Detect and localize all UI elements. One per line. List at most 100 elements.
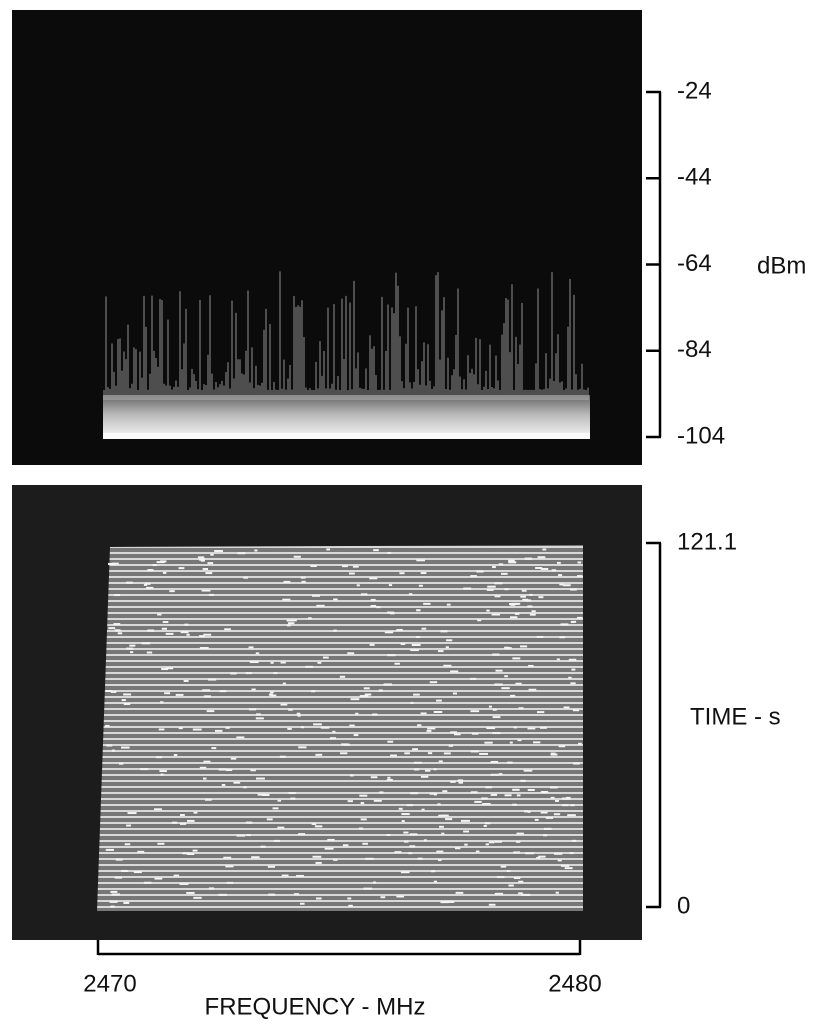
noise-dot	[535, 566, 543, 569]
noise-dot	[387, 654, 396, 657]
noise-dot	[470, 710, 480, 713]
noise-dot	[207, 562, 214, 565]
noise-dot	[273, 672, 278, 675]
noise-dot	[130, 651, 134, 654]
noise-dot	[443, 752, 451, 755]
noise-dot	[161, 668, 168, 671]
noise-dot	[492, 716, 501, 719]
noise-dot	[162, 621, 169, 624]
noise-dot	[420, 775, 429, 778]
noise-dot	[310, 565, 317, 568]
noise-dot	[224, 628, 231, 631]
noise-dot	[129, 644, 136, 647]
noise-dot	[501, 687, 510, 690]
y-tick-label: -44	[677, 164, 712, 191]
noise-dot	[490, 793, 498, 796]
noise-dot	[437, 650, 444, 653]
noise-dot	[564, 867, 573, 870]
noise-dot	[386, 834, 391, 837]
noise-dot	[569, 852, 574, 855]
noise-dot	[540, 726, 547, 729]
noise-dot	[549, 786, 558, 789]
noise-dot	[268, 693, 273, 696]
noise-dot	[225, 865, 234, 868]
noise-dot	[570, 682, 576, 685]
noise-dot	[446, 603, 451, 606]
noise-dot	[445, 818, 453, 821]
noise-dot	[147, 629, 155, 632]
noise-dot	[173, 874, 180, 877]
noise-dot	[250, 769, 256, 772]
noise-dot	[362, 842, 368, 845]
noise-dot	[287, 727, 292, 730]
noise-dot	[156, 561, 165, 564]
noise-dot	[283, 580, 291, 583]
noise-dot	[409, 845, 416, 848]
y-axis-label: dBm	[757, 252, 806, 279]
noise-dot	[463, 830, 470, 833]
noise-dot	[492, 732, 501, 735]
noise-dot	[429, 681, 438, 684]
noise-dot	[423, 602, 431, 605]
noise-dot	[147, 569, 154, 572]
noise-dot	[403, 831, 409, 834]
noise-dot	[297, 714, 301, 717]
noise-dot	[108, 627, 116, 630]
noise-dot	[140, 768, 149, 771]
noise-dot	[450, 670, 459, 673]
noise-dot	[527, 605, 533, 608]
noise-dot	[448, 744, 454, 747]
noise-dot	[249, 661, 259, 664]
y-tick-label: -64	[677, 250, 712, 277]
noise-dot	[496, 876, 505, 879]
noise-dot	[111, 893, 120, 896]
noise-dot	[553, 852, 563, 855]
noise-dot	[491, 613, 501, 616]
noise-dot	[427, 727, 436, 730]
noise-dot	[110, 690, 117, 693]
noise-dot	[270, 661, 274, 664]
noise-dot	[537, 556, 546, 559]
noise-dot	[542, 548, 547, 551]
noise-dot	[438, 814, 442, 817]
noise-dot	[445, 646, 449, 649]
noise-dot	[260, 845, 266, 848]
noise-dot	[570, 588, 577, 591]
noise-dot	[379, 791, 384, 794]
noise-dot	[114, 629, 121, 632]
noise-dot	[286, 624, 291, 627]
noise-dot	[349, 724, 355, 727]
noise-dot	[550, 796, 555, 799]
noise-dot	[270, 694, 277, 697]
noise-dot	[401, 820, 405, 823]
noise-band	[103, 395, 590, 435]
noise-dot	[477, 619, 482, 622]
noise-dot	[208, 593, 215, 596]
noise-dot	[528, 664, 534, 667]
noise-dot	[416, 609, 421, 612]
noise-dot	[106, 744, 113, 747]
noise-dot	[442, 790, 448, 793]
noise-dot	[411, 644, 421, 647]
noise-dot	[347, 897, 352, 900]
noise-dot	[524, 810, 529, 813]
noise-dot	[446, 639, 453, 642]
noise-dot	[105, 724, 110, 727]
noise-dot	[479, 752, 488, 755]
noise-dot	[510, 616, 518, 619]
noise-dot	[183, 679, 189, 682]
noise-dot	[556, 658, 560, 661]
noise-dot	[299, 902, 305, 905]
noise-dot	[529, 593, 533, 596]
noise-dot	[248, 646, 254, 649]
noise-dot	[109, 900, 118, 903]
noise-dot	[165, 632, 174, 635]
noise-dot	[324, 847, 334, 850]
noise-dot	[518, 892, 523, 895]
noise-dot	[528, 688, 537, 691]
noise-dot	[423, 839, 427, 842]
noise-dot	[410, 649, 419, 652]
noise-dot	[571, 620, 577, 623]
noise-dot	[573, 762, 580, 765]
